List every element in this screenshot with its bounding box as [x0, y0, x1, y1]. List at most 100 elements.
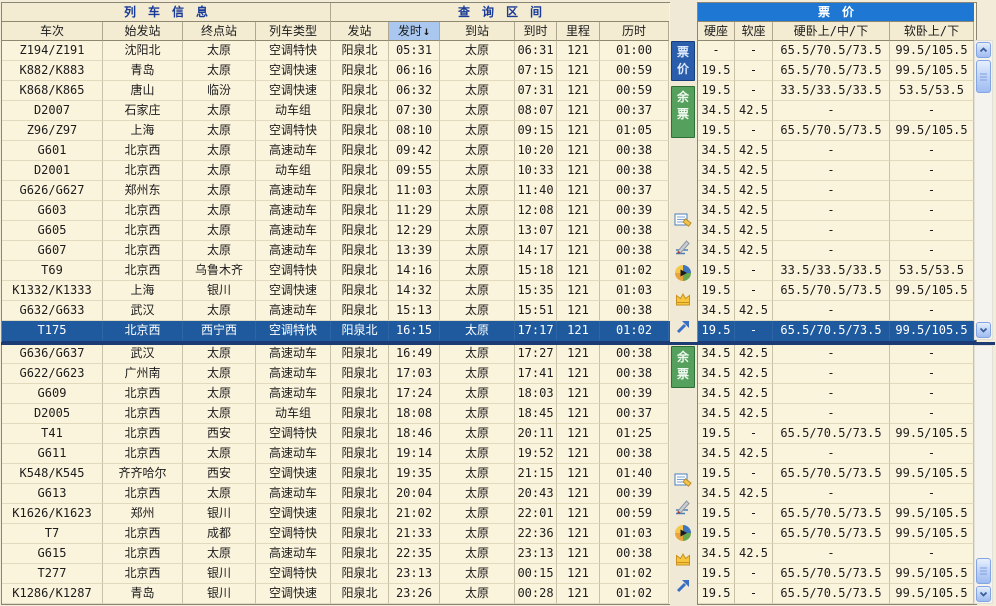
scroll-up-button[interactable]	[976, 42, 991, 58]
fare-row[interactable]: 34.5 42.5 - -	[698, 141, 976, 161]
fare-row[interactable]: 19.5 - 33.5/33.5/33.5 53.5/53.5	[698, 261, 976, 281]
fare-row[interactable]: 34.5 42.5 - -	[698, 344, 976, 364]
train-row[interactable]: T7 北京西 成都 空调特快 阳泉北 21:33 太原 22:36 121 01…	[2, 524, 671, 544]
cell-hard-sleeper-price: -	[773, 201, 890, 221]
cell-mileage: 121	[557, 504, 600, 524]
fare-row[interactable]: 34.5 42.5 - -	[698, 221, 976, 241]
bottom-pane-scrollbar[interactable]	[974, 345, 993, 604]
train-row[interactable]: T277 北京西 银川 空调特快 阳泉北 23:13 太原 00:15 121 …	[2, 564, 671, 584]
cell-hard-seat-price: 19.5	[698, 524, 735, 544]
cell-hard-seat-price: 19.5	[698, 321, 735, 341]
train-row[interactable]: G626/G627 郑州东 太原 高速动车 阳泉北 11:03 太原 11:40…	[2, 181, 671, 201]
remaining-tickets-button[interactable]: 余票	[671, 346, 695, 388]
fare-button[interactable]: 票价	[671, 41, 695, 81]
train-row[interactable]: G615 北京西 太原 高速动车 阳泉北 22:35 太原 23:13 121 …	[2, 544, 671, 564]
column-header-arr-station[interactable]: 到站	[440, 22, 515, 41]
cell-soft-sleeper-price: 99.5/105.5	[890, 424, 974, 444]
column-header-terminal[interactable]: 终点站	[183, 22, 256, 41]
train-row[interactable]: G601 北京西 太原 高速动车 阳泉北 09:42 太原 10:20 121 …	[2, 141, 671, 161]
cell-dep-station: 阳泉北	[331, 384, 389, 404]
external-link-icon[interactable]	[674, 577, 692, 595]
fare-row[interactable]: 19.5 - 65.5/70.5/73.5 99.5/105.5	[698, 321, 976, 341]
fare-row[interactable]: 34.5 42.5 - -	[698, 484, 976, 504]
train-row[interactable]: G632/G633 武汉 太原 高速动车 阳泉北 15:13 太原 15:51 …	[2, 301, 671, 321]
train-row[interactable]: G611 北京西 太原 高速动车 阳泉北 19:14 太原 19:52 121 …	[2, 444, 671, 464]
fare-row[interactable]: 19.5 - 65.5/70.5/73.5 99.5/105.5	[698, 61, 976, 81]
cell-terminal: 银川	[183, 564, 256, 584]
column-header-duration[interactable]: 历时	[600, 22, 669, 41]
remaining-tickets-button[interactable]: 余票	[671, 86, 695, 138]
train-row[interactable]: T41 北京西 西安 空调特快 阳泉北 18:46 太原 20:11 121 0…	[2, 424, 671, 444]
cell-duration: 00:38	[600, 221, 669, 241]
fare-row[interactable]: 34.5 42.5 - -	[698, 201, 976, 221]
cell-mileage: 121	[557, 444, 600, 464]
column-header-dep-time-sorted[interactable]: 发时↓	[389, 22, 440, 41]
train-row[interactable]: Z194/Z191 沈阳北 太原 空调特快 阳泉北 05:31 太原 06:31…	[2, 41, 671, 61]
train-row[interactable]: G636/G637 武汉 太原 高速动车 阳泉北 16:49 太原 17:27 …	[2, 344, 671, 364]
media-play-icon[interactable]	[674, 524, 692, 542]
column-header-dep-station[interactable]: 发站	[331, 22, 389, 41]
fare-row[interactable]: 34.5 42.5 - -	[698, 404, 976, 424]
train-row[interactable]: G609 北京西 太原 高速动车 阳泉北 17:24 太原 18:03 121 …	[2, 384, 671, 404]
column-header-soft-sleeper[interactable]: 软卧上/下	[890, 22, 974, 41]
column-header-train-no[interactable]: 车次	[2, 22, 103, 41]
fare-row[interactable]: 34.5 42.5 - -	[698, 444, 976, 464]
crown-icon[interactable]	[674, 550, 692, 568]
train-row[interactable]: K1626/K1623 郑州 银川 空调快速 阳泉北 21:02 太原 22:0…	[2, 504, 671, 524]
scrollbar-thumb[interactable]	[976, 558, 991, 584]
scroll-down-button[interactable]	[976, 322, 991, 338]
scroll-down-button[interactable]	[976, 586, 991, 602]
train-row[interactable]: G622/G623 广州南 太原 高速动车 阳泉北 17:03 太原 17:41…	[2, 364, 671, 384]
fare-row[interactable]: 19.5 - 65.5/70.5/73.5 99.5/105.5	[698, 504, 976, 524]
fare-row[interactable]: 34.5 42.5 - -	[698, 241, 976, 261]
fare-row[interactable]: 19.5 - 65.5/70.5/73.5 99.5/105.5	[698, 584, 976, 604]
column-header-mileage[interactable]: 里程	[557, 22, 600, 41]
fare-row[interactable]: 19.5 - 65.5/70.5/73.5 99.5/105.5	[698, 281, 976, 301]
fare-row[interactable]: 34.5 42.5 - -	[698, 181, 976, 201]
cell-soft-seat-price: 42.5	[735, 404, 773, 424]
media-play-icon[interactable]	[674, 264, 692, 282]
train-row[interactable]: T69 北京西 乌鲁木齐 空调特快 阳泉北 14:16 太原 15:18 121…	[2, 261, 671, 281]
column-header-origin[interactable]: 始发站	[103, 22, 183, 41]
column-header-hard-sleeper[interactable]: 硬卧上/中/下	[773, 22, 890, 41]
fare-row[interactable]: 19.5 - 65.5/70.5/73.5 99.5/105.5	[698, 464, 976, 484]
train-row[interactable]: G605 北京西 太原 高速动车 阳泉北 12:29 太原 13:07 121 …	[2, 221, 671, 241]
external-link-icon[interactable]	[674, 318, 692, 336]
column-header-soft-seat[interactable]: 软座	[735, 22, 773, 41]
train-row[interactable]: K1332/K1333 上海 银川 空调快速 阳泉北 14:32 太原 15:3…	[2, 281, 671, 301]
train-row[interactable]: D2001 北京西 太原 动车组 阳泉北 09:55 太原 10:33 121 …	[2, 161, 671, 181]
fare-row[interactable]: - - 65.5/70.5/73.5 99.5/105.5	[698, 41, 976, 61]
train-row[interactable]: Z96/Z97 上海 太原 空调特快 阳泉北 08:10 太原 09:15 12…	[2, 121, 671, 141]
fare-row[interactable]: 19.5 - 33.5/33.5/33.5 53.5/53.5	[698, 81, 976, 101]
report-icon[interactable]	[674, 211, 692, 229]
train-row[interactable]: G613 北京西 太原 高速动车 阳泉北 20:04 太原 20:43 121 …	[2, 484, 671, 504]
report-icon[interactable]	[674, 471, 692, 489]
fare-row[interactable]: 19.5 - 65.5/70.5/73.5 99.5/105.5	[698, 121, 976, 141]
train-row[interactable]: K1286/K1287 青岛 银川 空调快速 阳泉北 23:26 太原 00:2…	[2, 584, 671, 604]
train-row[interactable]: D2005 北京西 太原 动车组 阳泉北 18:08 太原 18:45 121 …	[2, 404, 671, 424]
edit-icon[interactable]	[674, 498, 692, 516]
scrollbar-thumb[interactable]	[976, 60, 991, 93]
column-header-arr-time[interactable]: 到时	[515, 22, 557, 41]
edit-icon[interactable]	[674, 238, 692, 256]
train-row[interactable]: K882/K883 青岛 太原 空调快速 阳泉北 06:16 太原 07:15 …	[2, 61, 671, 81]
train-row[interactable]: K548/K545 齐齐哈尔 西安 空调快速 阳泉北 19:35 太原 21:1…	[2, 464, 671, 484]
column-header-train-type[interactable]: 列车类型	[256, 22, 331, 41]
train-row[interactable]: T175 北京西 西宁西 空调特快 阳泉北 16:15 太原 17:17 121…	[2, 321, 671, 341]
fare-row[interactable]: 19.5 - 65.5/70.5/73.5 99.5/105.5	[698, 564, 976, 584]
fare-row[interactable]: 34.5 42.5 - -	[698, 384, 976, 404]
top-pane-scrollbar[interactable]	[974, 40, 993, 340]
train-row[interactable]: G603 北京西 太原 高速动车 阳泉北 11:29 太原 12:08 121 …	[2, 201, 671, 221]
fare-row[interactable]: 19.5 - 65.5/70.5/73.5 99.5/105.5	[698, 424, 976, 444]
column-header-hard-seat[interactable]: 硬座	[698, 22, 735, 41]
train-row[interactable]: G607 北京西 太原 高速动车 阳泉北 13:39 太原 14:17 121 …	[2, 241, 671, 261]
fare-row[interactable]: 34.5 42.5 - -	[698, 161, 976, 181]
fare-row[interactable]: 34.5 42.5 - -	[698, 301, 976, 321]
fare-row[interactable]: 19.5 - 65.5/70.5/73.5 99.5/105.5	[698, 524, 976, 544]
crown-icon[interactable]	[674, 290, 692, 308]
train-row[interactable]: D2007 石家庄 太原 动车组 阳泉北 07:30 太原 08:07 121 …	[2, 101, 671, 121]
fare-row[interactable]: 34.5 42.5 - -	[698, 364, 976, 384]
fare-row[interactable]: 34.5 42.5 - -	[698, 544, 976, 564]
fare-row[interactable]: 34.5 42.5 - -	[698, 101, 976, 121]
train-row[interactable]: K868/K865 唐山 临汾 空调快速 阳泉北 06:32 太原 07:31 …	[2, 81, 671, 101]
